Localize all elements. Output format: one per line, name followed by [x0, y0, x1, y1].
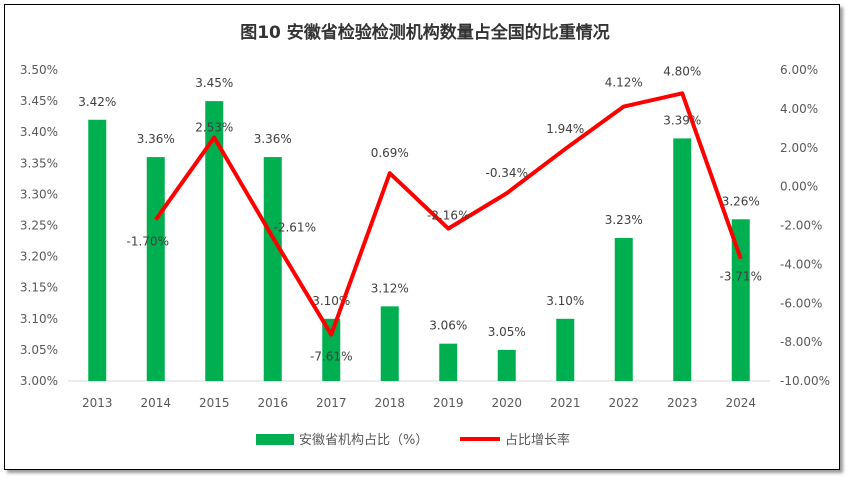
legend-bar-label: 安徽省机构占比（%） [299, 433, 428, 448]
bar-data-label: 3.12% [371, 281, 409, 295]
bar-data-label: 3.42% [78, 95, 116, 109]
left-tick-label: 3.50% [20, 63, 58, 77]
left-tick-label: 3.05% [20, 343, 58, 357]
right-tick-label: -8.00% [780, 335, 822, 349]
left-tick-label: 3.40% [20, 125, 58, 139]
bar-data-label: 3.23% [605, 213, 643, 227]
bar-data-label: 3.36% [254, 132, 292, 146]
line-data-label: 1.94% [546, 122, 584, 136]
right-tick-label: -10.00% [780, 374, 830, 388]
x-tick-label: 2023 [667, 396, 698, 410]
x-tick-label: 2019 [433, 396, 464, 410]
line-data-label: -7.61% [310, 350, 352, 364]
bar [673, 138, 692, 381]
bar [439, 343, 458, 381]
left-tick-label: 3.10% [20, 312, 58, 326]
bar-data-label: 3.36% [137, 132, 175, 146]
x-tick-label: 2014 [140, 396, 171, 410]
x-tick-label: 2021 [550, 396, 581, 410]
line-data-label: -0.34% [486, 166, 528, 180]
bar-data-label: 3.06% [429, 319, 467, 333]
left-tick-label: 3.00% [20, 374, 58, 388]
x-tick-label: 2013 [82, 396, 113, 410]
bar [146, 157, 165, 381]
line-data-label: -1.70% [127, 235, 169, 249]
bar [263, 157, 282, 381]
bar [731, 219, 750, 381]
line-data-label: -2.16% [427, 209, 469, 223]
bar-data-label: 3.05% [488, 325, 526, 339]
line-data-label: -2.61% [274, 220, 316, 234]
line-data-label: 2.53% [195, 120, 233, 134]
left-tick-label: 3.20% [20, 250, 58, 264]
left-tick-label: 3.45% [20, 94, 58, 108]
x-tick-label: 2022 [608, 396, 639, 410]
right-tick-label: -6.00% [780, 296, 822, 310]
x-tick-label: 2024 [725, 396, 756, 410]
right-tick-label: 6.00% [780, 63, 818, 77]
legend-bar-swatch [256, 434, 294, 445]
bar [205, 101, 224, 381]
left-tick-label: 3.30% [20, 187, 58, 201]
bar [88, 119, 107, 381]
left-tick-label: 3.15% [20, 281, 58, 295]
left-tick-label: 3.35% [20, 156, 58, 170]
x-tick-label: 2020 [491, 396, 522, 410]
bar-data-label: 3.26% [722, 194, 760, 208]
right-tick-label: -2.00% [780, 219, 822, 233]
chart-title: 图10 安徽省检验检测机构数量占全国的比重情况 [240, 22, 610, 43]
line-data-label: 4.80% [663, 64, 701, 78]
chart-frame [4, 4, 840, 470]
line-data-label: -3.71% [720, 270, 762, 284]
bar [380, 306, 399, 381]
bar [497, 349, 516, 381]
bar [614, 237, 633, 381]
right-tick-label: 4.00% [780, 102, 818, 116]
bar [322, 318, 341, 381]
left-tick-label: 3.25% [20, 219, 58, 233]
bar-data-label: 3.10% [546, 294, 584, 308]
line-data-label: 4.12% [605, 76, 643, 90]
right-tick-label: -4.00% [780, 257, 822, 271]
line-data-label: 0.69% [371, 146, 409, 160]
x-tick-label: 2016 [257, 396, 288, 410]
growth-line [154, 91, 743, 337]
x-tick-label: 2015 [199, 396, 230, 410]
x-tick-label: 2018 [374, 396, 405, 410]
bar [556, 318, 575, 381]
legend-line-label: 占比增长率 [505, 432, 570, 448]
bar-data-label: 3.45% [195, 76, 233, 90]
right-tick-label: 0.00% [780, 180, 818, 194]
x-tick-label: 2017 [316, 396, 347, 410]
right-tick-label: 2.00% [780, 141, 818, 155]
